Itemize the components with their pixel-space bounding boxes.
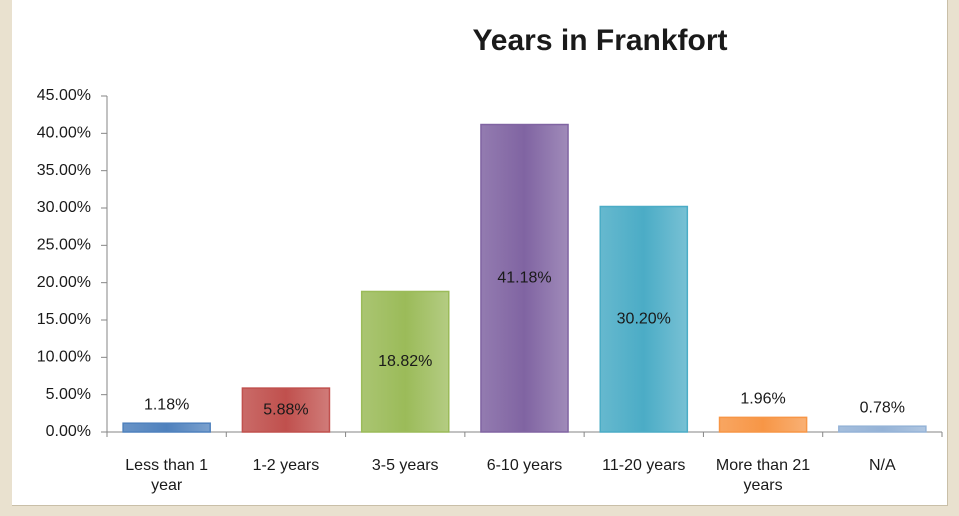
y-tick-label: 40.00%: [37, 125, 91, 142]
x-tick-label: Less than 1 year: [125, 457, 208, 494]
x-tick-label-box: 11-20 years: [602, 457, 686, 474]
y-tick-label: 15.00%: [37, 311, 91, 328]
data-label: 30.20%: [617, 310, 671, 327]
y-tick-label: 25.00%: [37, 237, 91, 254]
data-label: 18.82%: [378, 353, 432, 370]
x-tick-label: More than 21 years: [715, 457, 811, 494]
x-tick-label: 6-10 years: [486, 457, 563, 474]
bar: [838, 425, 927, 433]
data-label: 41.18%: [497, 269, 551, 286]
bar: [360, 290, 450, 433]
y-tick-label: 20.00%: [37, 274, 91, 291]
x-tick-label-box: More than 21 years: [715, 457, 811, 494]
y-tick-label: 30.00%: [37, 199, 91, 216]
y-tick-label: 0.00%: [46, 423, 91, 440]
bar: [122, 422, 211, 433]
x-tick-label: 11-20 years: [602, 457, 686, 474]
x-tick-label-box: N/A: [869, 457, 896, 474]
bar: [599, 205, 689, 433]
y-tick-label: 5.00%: [46, 386, 91, 403]
y-tick-label: 35.00%: [37, 162, 91, 179]
x-tick-label: N/A: [869, 457, 896, 474]
x-tick-label: 3-5 years: [371, 457, 439, 474]
chart-title: Years in Frankfort: [472, 24, 727, 57]
data-label: 1.96%: [740, 391, 785, 408]
bar: [718, 416, 808, 433]
x-tick-label-box: 1-2 years: [252, 457, 320, 474]
x-tick-label-box: Less than 1 year: [125, 457, 208, 494]
bar: [241, 387, 331, 433]
x-tick-label-box: 6-10 years: [486, 457, 563, 474]
data-label: 5.88%: [263, 401, 308, 418]
x-tick-label-box: 3-5 years: [371, 457, 439, 474]
y-tick-label: 45.00%: [37, 87, 91, 104]
x-tick-label: 1-2 years: [252, 457, 320, 474]
y-tick-label: 10.00%: [37, 349, 91, 366]
bar: [480, 123, 569, 433]
data-label: 0.78%: [860, 399, 905, 416]
data-label: 1.18%: [144, 396, 189, 413]
